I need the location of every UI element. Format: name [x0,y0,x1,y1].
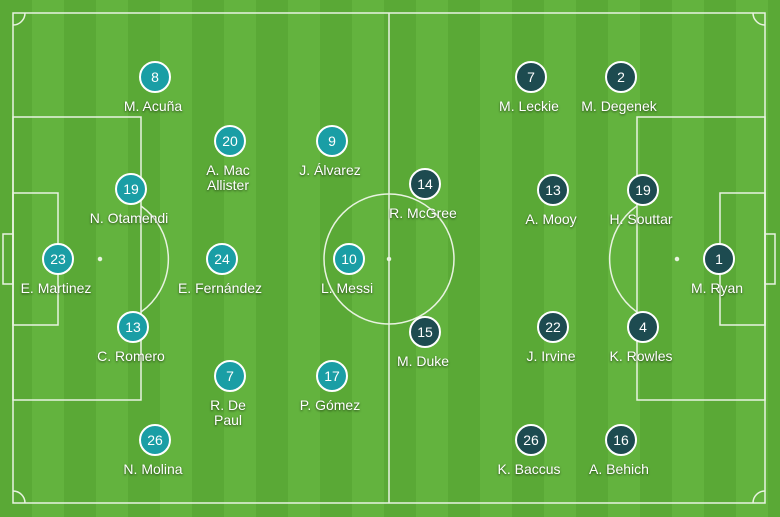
player-name: A. Behich [589,461,649,477]
centre-circle [323,193,455,325]
player-name: E. Martinez [20,280,92,296]
player-name: R. De Paul [210,397,246,428]
player-number-badge[interactable]: 7 [515,61,547,93]
player-name: M. Ryan [690,280,744,296]
player-number-badge[interactable]: 20 [214,125,246,157]
player-number-badge[interactable]: 23 [42,243,74,275]
player-name: A. Mac Allister [206,162,250,193]
left-penalty-arc [140,205,170,313]
left-goal [2,233,14,285]
player-name: L. Messi [320,280,374,296]
player-name: N. Otamendi [89,210,169,226]
player-number-badge[interactable]: 16 [605,424,637,456]
player-number-badge[interactable]: 10 [333,243,365,275]
left-penalty-spot [97,256,103,262]
player-number-badge[interactable]: 22 [537,311,569,343]
player-number-badge[interactable]: 26 [515,424,547,456]
player-name: R. McGree [389,205,457,221]
corner-arc [12,12,26,26]
player-number-badge[interactable]: 2 [605,61,637,93]
right-penalty-arc [608,205,638,313]
player-name: E. Fernández [177,280,263,296]
player-number-badge[interactable]: 15 [409,316,441,348]
corner-arc [752,12,766,26]
player-name: M. Acuña [123,98,183,114]
player-number-badge[interactable]: 1 [703,243,735,275]
right-goal [764,233,776,285]
corner-arc [752,490,766,504]
player-name: K. Baccus [497,461,561,477]
player-number-badge[interactable]: 7 [214,360,246,392]
player-name: M. Duke [396,353,450,369]
corner-arc [12,490,26,504]
player-number-badge[interactable]: 13 [537,174,569,206]
player-number-badge[interactable]: 19 [627,174,659,206]
player-name: H. Souttar [609,211,673,227]
player-number-badge[interactable]: 14 [409,168,441,200]
player-number-badge[interactable]: 26 [139,424,171,456]
right-penalty-spot [674,256,680,262]
player-name: A. Mooy [525,211,577,227]
player-name: P. Gómez [299,397,361,413]
player-number-badge[interactable]: 24 [206,243,238,275]
player-name: J. Álvarez [299,162,361,178]
player-name: M. Degenek [581,98,657,114]
centre-spot [386,256,392,262]
player-name: J. Irvine [526,348,576,364]
player-number-badge[interactable]: 17 [316,360,348,392]
player-number-badge[interactable]: 9 [316,125,348,157]
player-name: M. Leckie [499,98,559,114]
player-name: K. Rowles [609,348,673,364]
player-name: N. Molina [123,461,183,477]
player-name: C. Romero [97,348,165,364]
player-number-badge[interactable]: 19 [115,173,147,205]
player-number-badge[interactable]: 4 [627,311,659,343]
player-number-badge[interactable]: 13 [117,311,149,343]
player-number-badge[interactable]: 8 [139,61,171,93]
